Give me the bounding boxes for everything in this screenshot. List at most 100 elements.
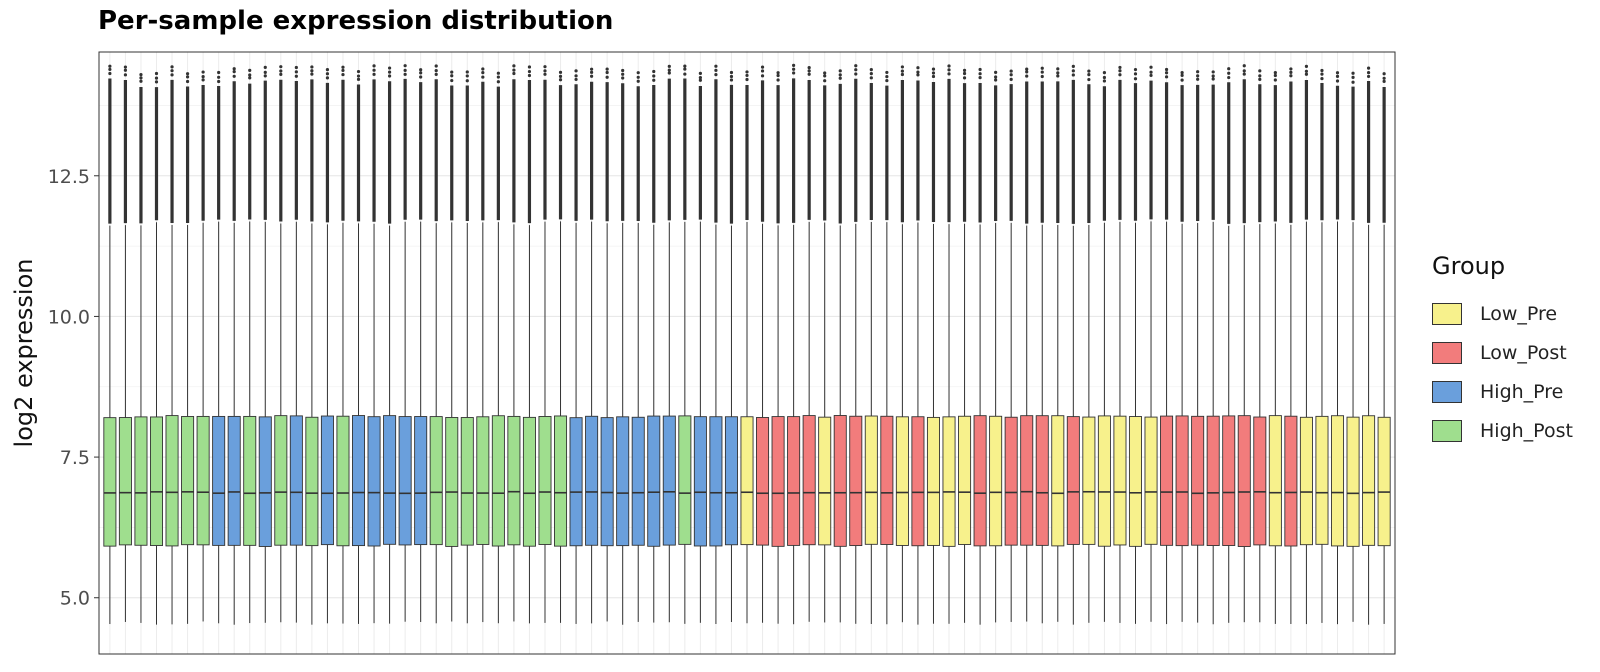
legend-title: Group — [1432, 252, 1506, 280]
outlier-point — [108, 67, 112, 72]
outlier-point — [294, 65, 298, 70]
outlier-point — [1056, 71, 1060, 75]
legend: Group Low_Pre Low_Post High_Pre High_Post — [1432, 252, 1573, 450]
box-35 — [631, 71, 645, 622]
box-rect — [289, 415, 303, 546]
box-rect — [926, 416, 940, 546]
outlier-point — [729, 78, 734, 82]
outlier-point — [123, 68, 128, 72]
outlier-point — [1227, 75, 1231, 80]
outlier-point — [885, 78, 889, 83]
outlier-point — [325, 76, 330, 80]
outlier-point — [1335, 74, 1340, 79]
legend-label: High_Post — [1480, 419, 1573, 442]
outlier-point — [341, 68, 345, 73]
box-39 — [693, 71, 707, 623]
box-73 — [1222, 67, 1236, 623]
outlier-point — [1320, 76, 1324, 81]
outlier-point — [465, 74, 469, 78]
outlier-point — [947, 72, 951, 76]
box-rect — [445, 417, 459, 547]
outlier-point — [776, 78, 780, 82]
box-23 — [445, 70, 459, 622]
outlier-point — [962, 68, 967, 72]
outlier-point — [434, 69, 438, 73]
box-rect — [165, 415, 179, 547]
outlier-point — [1040, 66, 1044, 70]
outlier-point — [325, 68, 330, 72]
box-6 — [181, 72, 195, 624]
outlier-point — [652, 78, 656, 82]
outlier-point — [652, 74, 656, 78]
box-25 — [476, 67, 490, 623]
outlier-point — [1164, 67, 1169, 72]
outlier-point — [900, 69, 904, 73]
box-7 — [196, 70, 210, 622]
outlier-point — [683, 67, 687, 71]
outlier-point — [776, 73, 780, 78]
box-42 — [740, 70, 754, 624]
outlier-point — [1025, 70, 1029, 74]
box-rect — [367, 416, 381, 547]
outlier-point — [605, 67, 609, 71]
box-rect — [1020, 415, 1034, 546]
box-75 — [1253, 69, 1267, 623]
outlier-point — [248, 68, 252, 73]
box-37 — [662, 64, 676, 623]
outlier-point — [947, 64, 951, 68]
outlier-point — [1071, 64, 1075, 69]
box-16 — [336, 65, 350, 624]
outlier-point — [1087, 73, 1091, 77]
outlier-point — [1133, 67, 1138, 72]
outlier-point — [792, 63, 796, 68]
box-rect — [414, 416, 428, 546]
outlier-point — [512, 71, 516, 76]
outlier-point — [217, 70, 221, 75]
outlier-point — [139, 76, 143, 80]
box-67 — [1128, 67, 1142, 624]
outlier-point — [729, 74, 734, 79]
outlier-point — [279, 69, 283, 73]
box-rect — [243, 415, 257, 546]
box-rect — [1315, 415, 1329, 545]
outlier-point — [294, 74, 298, 78]
box-rect — [196, 415, 210, 546]
box-rect — [398, 416, 412, 546]
box-3 — [134, 73, 148, 623]
outlier-point — [667, 64, 671, 68]
box-72 — [1206, 70, 1220, 625]
outlier-point — [1273, 71, 1277, 75]
outlier-point — [698, 78, 702, 82]
box-rect — [756, 417, 770, 546]
outlier-point — [201, 74, 205, 79]
box-57 — [973, 67, 987, 625]
box-59 — [1004, 69, 1018, 622]
outlier-point — [139, 73, 143, 77]
outlier-point — [1258, 74, 1262, 78]
box-76 — [1268, 71, 1282, 624]
box-70 — [1175, 70, 1189, 622]
box-12 — [274, 65, 288, 623]
box-rect — [227, 415, 241, 546]
outlier-point — [823, 71, 827, 75]
box-64 — [1082, 69, 1096, 623]
outlier-point — [1196, 70, 1200, 74]
box-21 — [414, 68, 428, 622]
legend-items: Low_Pre Low_Post High_Pre High_Post — [1432, 294, 1573, 450]
outlier-point — [621, 76, 625, 80]
box-rect — [538, 416, 552, 545]
outlier-point — [745, 73, 749, 78]
outlier-point — [170, 69, 174, 73]
outlier-point — [947, 68, 951, 72]
box-rect — [1191, 415, 1205, 546]
box-rect — [958, 415, 972, 545]
outlier-point — [1320, 72, 1324, 76]
box-rect — [149, 416, 164, 546]
outlier-point — [1040, 70, 1044, 74]
outlier-point — [729, 70, 734, 75]
outlier-point — [496, 75, 500, 79]
box-77 — [1284, 67, 1298, 625]
box-rect — [849, 415, 863, 547]
box-50 — [864, 68, 878, 624]
outlier-point — [1087, 77, 1091, 82]
